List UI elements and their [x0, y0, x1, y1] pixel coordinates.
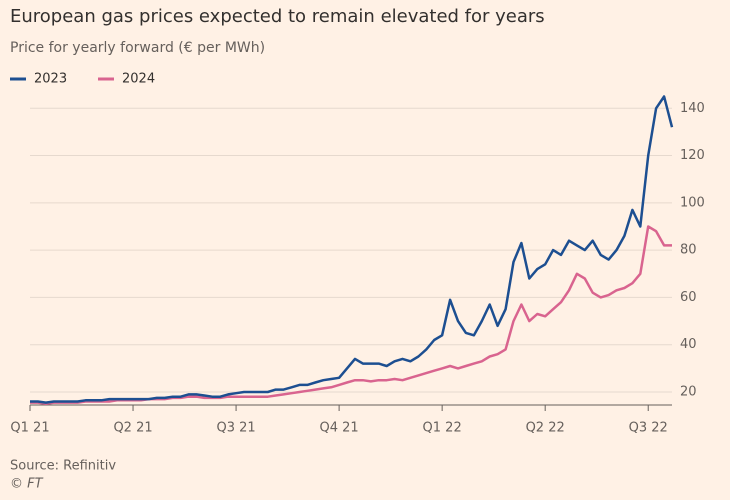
x-tick-label: Q3 22: [629, 421, 668, 436]
y-tick-label: 100: [680, 195, 705, 210]
x-tick-label: Q1 21: [10, 421, 49, 436]
y-tick-label: 140: [680, 101, 705, 116]
credit: © FT: [10, 477, 44, 492]
series-line: [30, 95, 674, 404]
x-tick-label: Q2 21: [113, 421, 152, 436]
chart-subtitle: Price for yearly forward (€ per MWh): [10, 40, 265, 56]
series-line: [30, 225, 672, 406]
chart-title: European gas prices expected to remain e…: [10, 6, 545, 27]
y-tick-label: 80: [680, 243, 697, 258]
x-tick-label: Q2 22: [526, 421, 565, 436]
legend-label: 2023: [34, 72, 67, 87]
y-tick-label: 20: [680, 384, 697, 399]
y-tick-label: 120: [680, 148, 705, 163]
x-tick-label: Q4 21: [320, 421, 359, 436]
legend-label: 2024: [122, 72, 155, 87]
y-tick-label: 60: [680, 290, 697, 305]
y-tick-label: 40: [680, 337, 697, 352]
x-tick-label: Q1 22: [423, 421, 462, 436]
source: Source: Refinitiv: [10, 459, 116, 474]
x-tick-label: Q3 21: [216, 421, 255, 436]
